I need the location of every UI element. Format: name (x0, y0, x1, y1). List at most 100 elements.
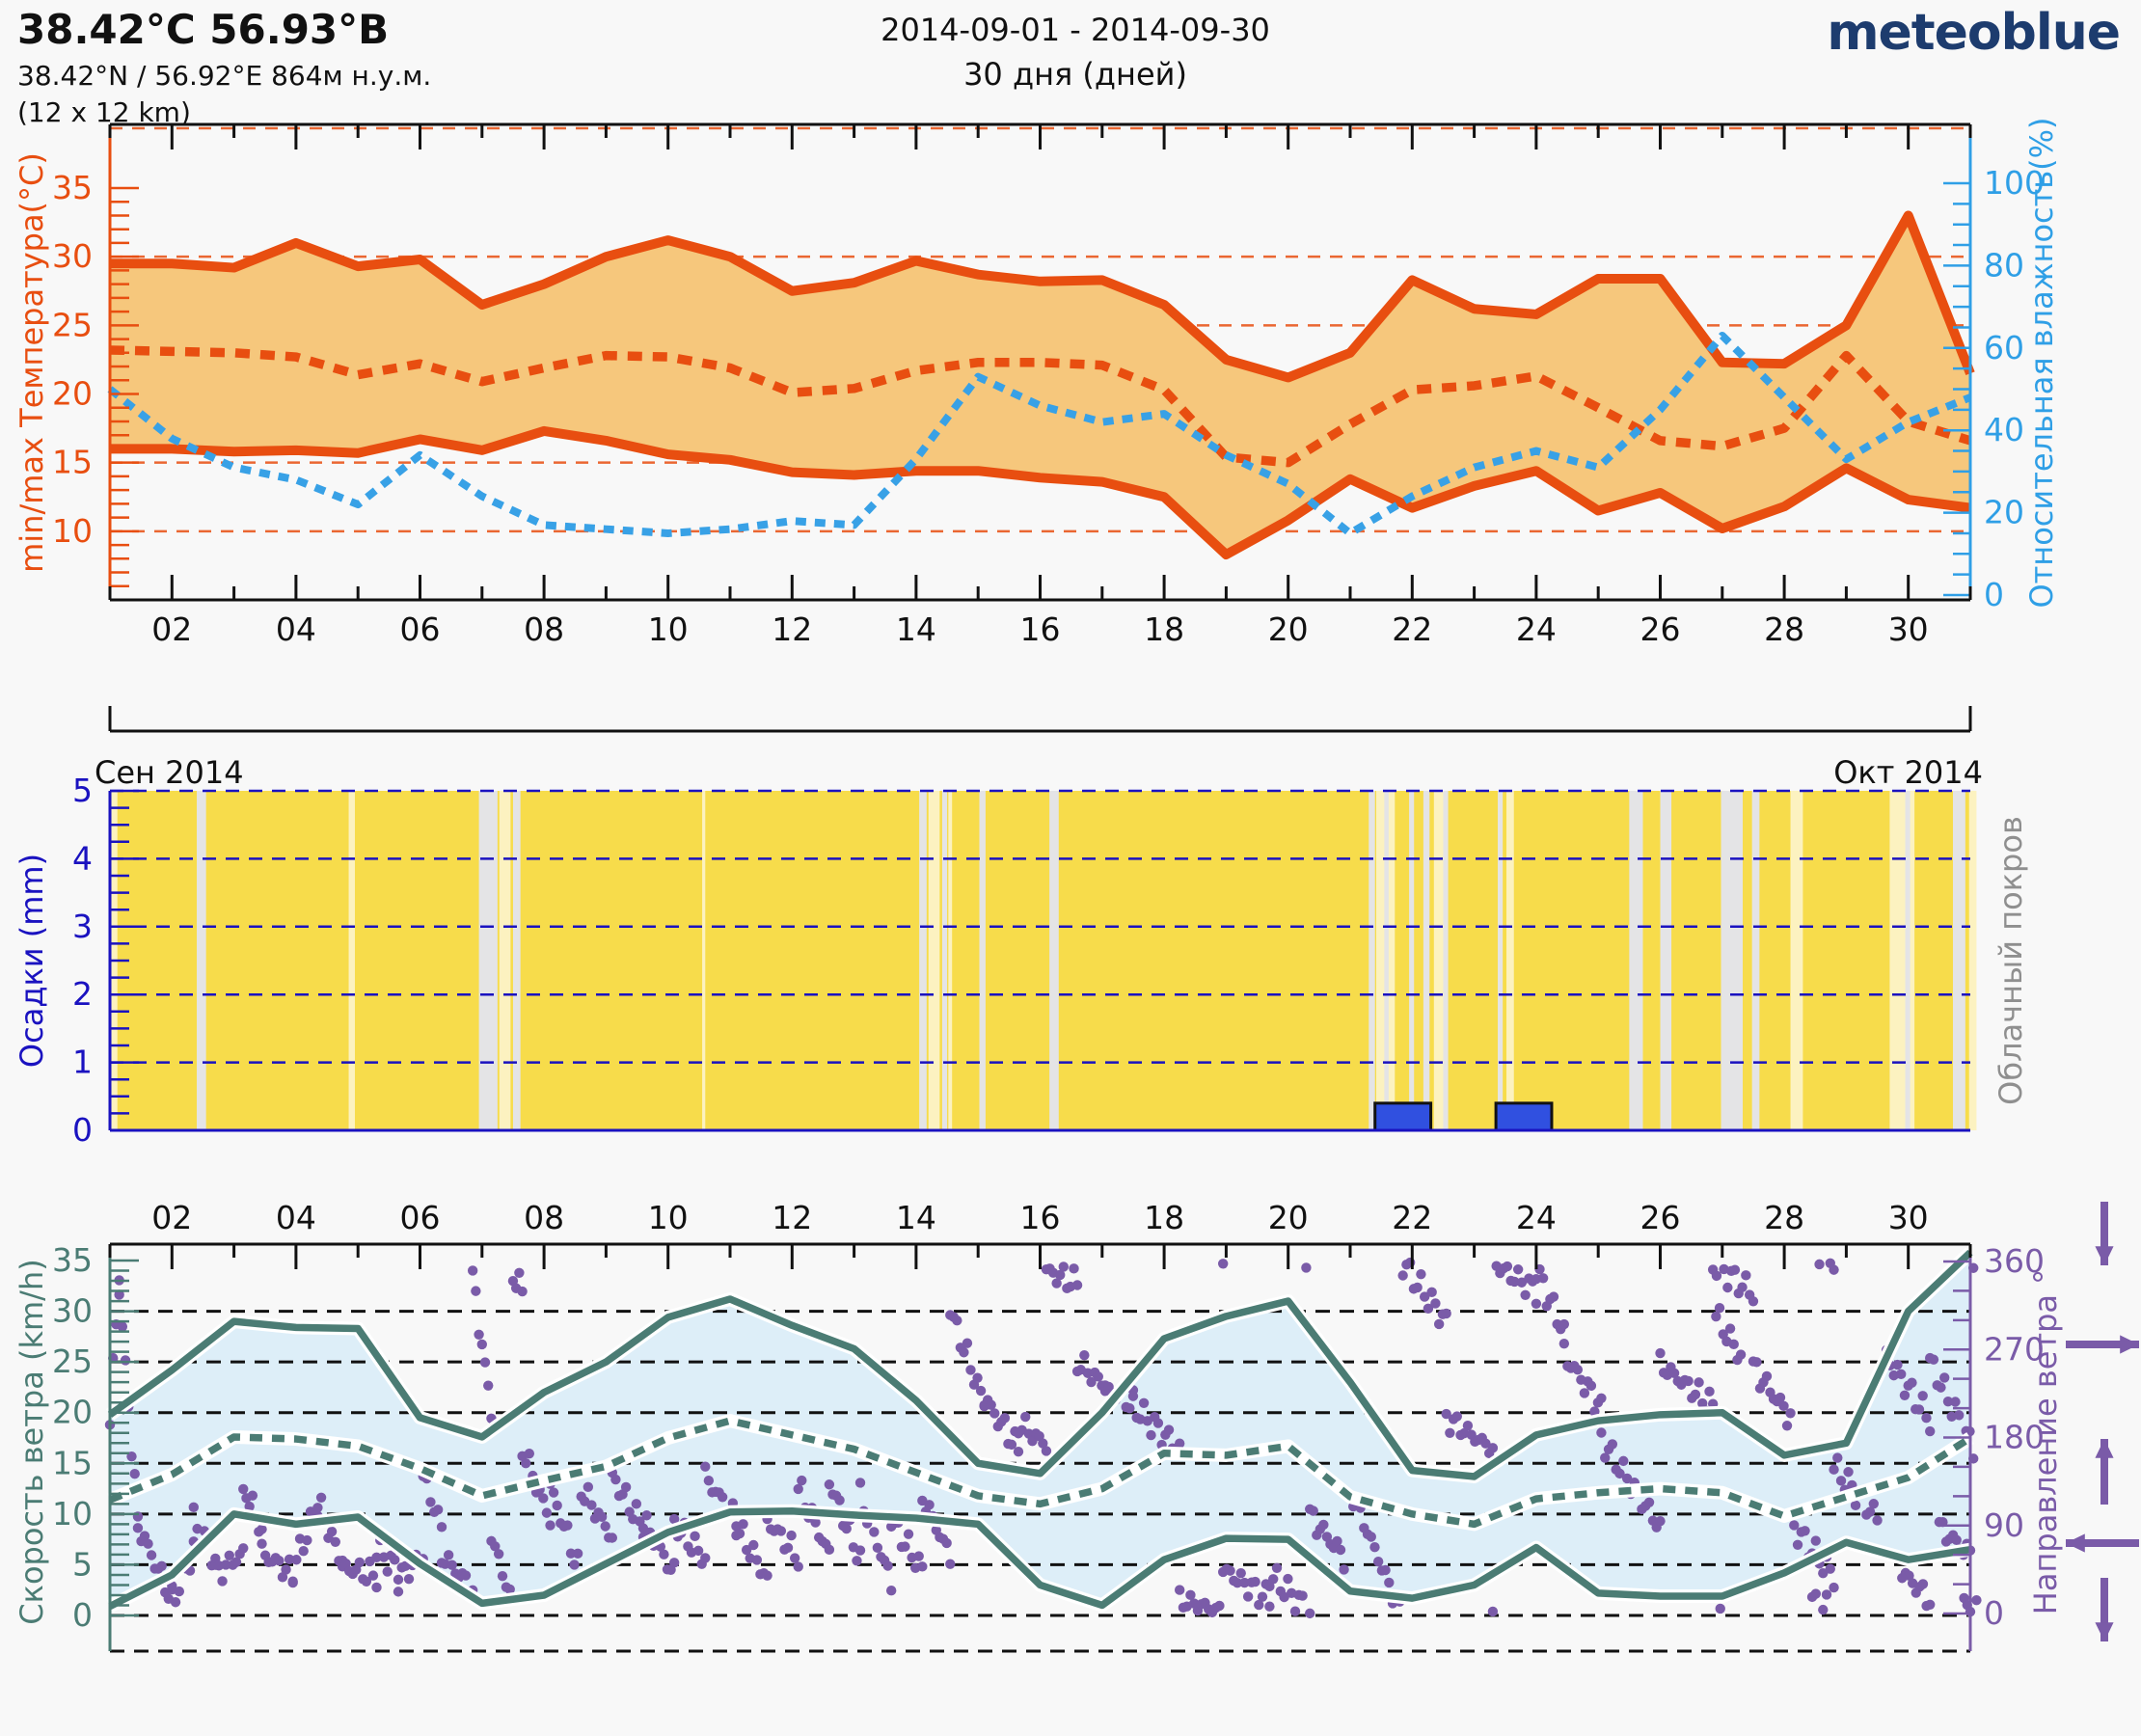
wind-direction-dot (641, 1510, 652, 1521)
wind-direction-dot (1038, 1438, 1048, 1449)
wind-direction-dot (490, 1541, 501, 1552)
wind-direction-dot (1242, 1591, 1254, 1602)
meteoblue-logo: meteoblue (1827, 4, 2121, 62)
wind-direction-dot (1579, 1388, 1590, 1398)
wind-direction-dot (1426, 1287, 1437, 1298)
wind-direction-dot (1163, 1424, 1175, 1435)
direction-arrow-head (2066, 1533, 2085, 1553)
wind-direction-dot (302, 1534, 312, 1546)
wind-direction-dot (390, 1555, 400, 1565)
wind-day-label: 14 (896, 1199, 936, 1236)
wind-direction-dot (690, 1531, 700, 1542)
wind-direction-dot (1737, 1282, 1748, 1292)
wind-direction-dot (1051, 1278, 1062, 1288)
wind-direction-dot (1821, 1589, 1832, 1600)
wind-direction-dot (1711, 1270, 1722, 1282)
wind-day-label: 30 (1888, 1199, 1929, 1236)
wind-direction-dot (1283, 1573, 1293, 1585)
wind-direction-dot (596, 1511, 608, 1523)
wind-direction-dot (1748, 1296, 1759, 1307)
wind-direction-dot (1339, 1564, 1349, 1575)
wind-direction-dot (941, 1537, 952, 1549)
precip-bar (1373, 1101, 1433, 1132)
wind-direction-dot (975, 1385, 987, 1397)
wind-direction-dot (497, 1570, 508, 1582)
wind-direction-dot (852, 1556, 862, 1566)
wind-direction-dot (1751, 1357, 1762, 1368)
cloud-stripe (1790, 791, 1803, 1130)
cloud-stripe (478, 791, 498, 1130)
wind-direction-dot (238, 1543, 249, 1554)
wind-direction-dot (1724, 1323, 1736, 1334)
month-end-label: Окт 2014 (1833, 754, 1983, 791)
wind-direction-dot (945, 1559, 956, 1569)
day-label: 08 (524, 610, 564, 648)
month-start-label: Сен 2014 (95, 754, 244, 791)
wind-direction-dot (1487, 1443, 1499, 1453)
wind-day-label: 24 (1516, 1199, 1557, 1236)
wind-direction-dot (1487, 1606, 1499, 1617)
wind-direction-dot (117, 1321, 128, 1332)
wind-direction-dot (1372, 1557, 1384, 1567)
wind-direction-dot (1384, 1577, 1395, 1588)
wind-direction-dot (900, 1541, 910, 1552)
wind-direction-dot (1868, 1499, 1879, 1509)
wind-day-label: 20 (1268, 1199, 1309, 1236)
wind-direction-dot (1441, 1308, 1451, 1319)
wind-direction-dot (882, 1560, 893, 1571)
wind-direction-dot (1825, 1563, 1835, 1574)
wind-direction-dot (1942, 1396, 1954, 1407)
wind-chart: 0 5 10 15 20 25 30 35 0 90 180 270 360 02 04 06 08 10 12 14… (52, 1199, 2139, 1653)
wind-direction-dot (521, 1458, 531, 1469)
wind-direction-dot (1445, 1427, 1455, 1438)
wind-direction-dot (1864, 1506, 1876, 1517)
cloud-stripe (1409, 791, 1415, 1130)
wind-direction-dot (1558, 1338, 1570, 1349)
direction-arrow-head (2095, 1622, 2114, 1641)
temp-mean-line (109, 345, 1972, 468)
wind-direction-dot (1520, 1289, 1531, 1300)
wind-direction-dot (1618, 1455, 1629, 1467)
wind-direction-dot (1138, 1397, 1150, 1409)
day-label: 30 (1888, 610, 1929, 648)
wind-direction-dot (1027, 1435, 1038, 1447)
wind-direction-dot (1835, 1476, 1847, 1486)
wind-direction-dot (700, 1553, 711, 1563)
wind-direction-dot (1683, 1375, 1694, 1387)
wind-direction-dot (1257, 1591, 1268, 1602)
wind-direction-dot (1462, 1420, 1474, 1431)
page-title: 38.42°С 56.93°В (17, 6, 390, 53)
wind-direction-dot (1217, 1259, 1229, 1269)
wind-direction-dot (340, 1558, 351, 1569)
wind-direction-dot (1899, 1390, 1911, 1400)
wind-direction-dot (700, 1461, 711, 1472)
wind-direction-dot (824, 1479, 835, 1490)
wind-direction-dot (917, 1561, 928, 1572)
wind-direction-dot (610, 1474, 621, 1485)
wind-direction-dot (1055, 1269, 1066, 1281)
humidity-tick-label: 100 (1984, 164, 2045, 202)
humidity-tick-label: 0 (1984, 576, 2004, 613)
precip-tick-label: 2 (72, 975, 93, 1013)
wind-direction-dot (1829, 1264, 1839, 1275)
wind-direction-dot (1907, 1377, 1917, 1388)
wind-direction-dot (869, 1527, 880, 1537)
wind-direction-dot (562, 1520, 573, 1531)
wind-direction-dot (1814, 1259, 1825, 1270)
temp-tick-label: 20 (52, 375, 93, 413)
wind-direction-dot (1305, 1608, 1315, 1619)
cloud-stripe (941, 791, 948, 1130)
wind-direction-dot (797, 1475, 807, 1486)
wind-direction-dot (1921, 1412, 1932, 1424)
wind-direction-dot (170, 1597, 181, 1608)
wind-day-label: 04 (276, 1199, 316, 1236)
wind-direction-dot (1800, 1526, 1810, 1536)
cloud-stripe (1423, 791, 1430, 1130)
wind-direction-dot (479, 1357, 491, 1368)
wind-direction-dot (620, 1481, 632, 1493)
wind-direction-dot (748, 1539, 759, 1551)
wind-direction-dot (1643, 1497, 1655, 1508)
wind-direction-dot (1079, 1349, 1090, 1361)
direction-tick-label: 0 (1984, 1594, 2004, 1632)
wind-direction-dot (291, 1555, 302, 1565)
